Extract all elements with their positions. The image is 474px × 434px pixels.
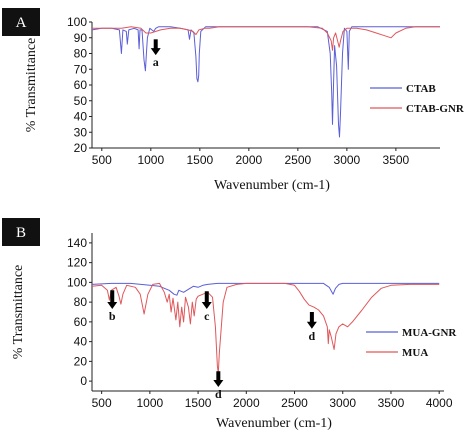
x-tick-label: 500 [92,153,112,167]
legend-label: CTAB [406,83,436,95]
x-tick-label: 3000 [329,396,356,410]
panel-B: B 0 20 40 60 80 100 120 140 500 1000 1500 2000 2500 30… [2,218,457,431]
series-line-ctab [91,26,440,138]
annotation-arrow: d [306,312,317,343]
x-tick-label: 3500 [378,396,405,410]
x-tick-label: 1000 [137,396,164,410]
y-tick-label: 20 [74,354,88,368]
x-tick-label: 2000 [233,396,260,410]
series-line-mua-gnr [91,282,440,296]
arrow-head [213,380,224,388]
y-axis-label: % Transmittance [11,265,26,360]
x-tick-label: 1500 [186,153,213,167]
y-tick-label: 80 [74,47,88,61]
x-tick-label: 1500 [185,396,212,410]
x-tick-label: 2500 [285,153,312,167]
y-axis-label: % Transmittance [24,38,39,133]
panel-badge-label: A [16,15,27,31]
x-tick-label: 500 [92,396,112,410]
annotation-arrow: d [213,371,224,401]
annotation-arrow: a [150,39,161,69]
y-tick-label: 120 [67,256,87,270]
arrow-head [201,302,212,310]
y-tick-label: 50 [74,94,88,108]
x-tick-label: 3500 [383,153,410,167]
y-tick-label: 40 [74,110,88,124]
x-tick-label: 4000 [426,396,453,410]
y-tick-label: 90 [74,31,88,45]
y-tick-label: 30 [74,125,88,139]
y-tick-label: 100 [67,15,87,29]
arrow-shaft [153,39,158,50]
panel-badge [2,218,40,246]
series-line-mua [91,282,440,374]
arrow-head [306,321,317,329]
panel-badge-label: B [16,225,26,241]
annotation-label: b [109,309,116,323]
arrow-head [107,302,118,310]
legend-label: MUA [402,347,428,359]
y-tick-label: 60 [74,315,88,329]
arrow-shaft [204,291,209,304]
y-tick-label: 70 [74,62,88,76]
x-axis-label: Wavenumber (cm-1) [216,416,332,431]
y-tick-label: 0 [80,374,87,388]
x-axis-label: Wavenumber (cm-1) [214,178,330,193]
annotation-label: d [309,329,316,343]
arrow-shaft [309,312,314,323]
y-tick-label: 100 [67,275,87,289]
annotation-arrow: c [201,291,212,323]
y-tick-label: 60 [74,78,88,92]
y-tick-label: 140 [67,236,87,250]
x-tick-label: 1000 [137,153,164,167]
arrow-head [150,48,161,56]
arrow-shaft [216,371,221,382]
annotation-arrow: b [107,290,118,323]
y-tick-label: 80 [74,295,88,309]
annotation-label: c [204,309,210,323]
x-tick-label: 2000 [235,153,262,167]
panel-badge [2,8,40,36]
series-line-ctab-gnr [92,26,440,51]
legend-label: MUA-GNR [402,327,457,339]
y-tick-label: 20 [74,141,88,155]
annotation-label: a [153,55,159,69]
arrow-shaft [110,290,115,304]
annotation-label: d [215,387,222,401]
x-tick-label: 2500 [281,396,308,410]
y-tick-label: 40 [74,335,88,349]
x-tick-label: 3000 [334,153,361,167]
legend-label: CTAB-GNR [406,103,465,115]
